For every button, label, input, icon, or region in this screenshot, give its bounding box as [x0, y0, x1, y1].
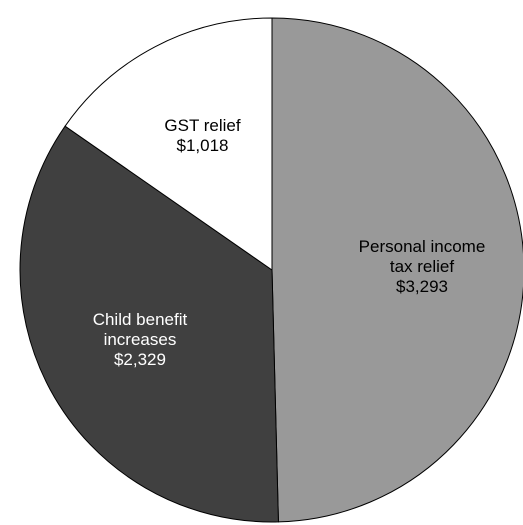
pie-slice-label-2: GST relief $1,018 [164, 117, 240, 156]
pie-slice-2 [64, 17, 273, 271]
pie-slice-label-line: GST relief [164, 117, 240, 136]
pie-slice-label-line: tax relief [390, 258, 455, 277]
pie-labels: Personal income tax relief $3,293 Child ben… [93, 117, 486, 370]
pie-slice-label-line: increases [104, 331, 177, 350]
pie-slice-value: $1,018 [177, 137, 229, 156]
pie-slice-value: $3,293 [396, 278, 448, 297]
pie-slice-0 [271, 17, 523, 523]
pie-slice-1 [19, 125, 279, 523]
pie-slice-label-line: Personal income [359, 238, 486, 257]
pie-slice-value: $2,329 [114, 351, 166, 370]
pie-slice-label-1: Child benefit increases $2,329 [93, 311, 188, 370]
pie-slices [19, 17, 523, 523]
pie-slice-label-line: Child benefit [93, 311, 188, 330]
pie-slice-label-0: Personal income tax relief $3,293 [359, 238, 486, 297]
